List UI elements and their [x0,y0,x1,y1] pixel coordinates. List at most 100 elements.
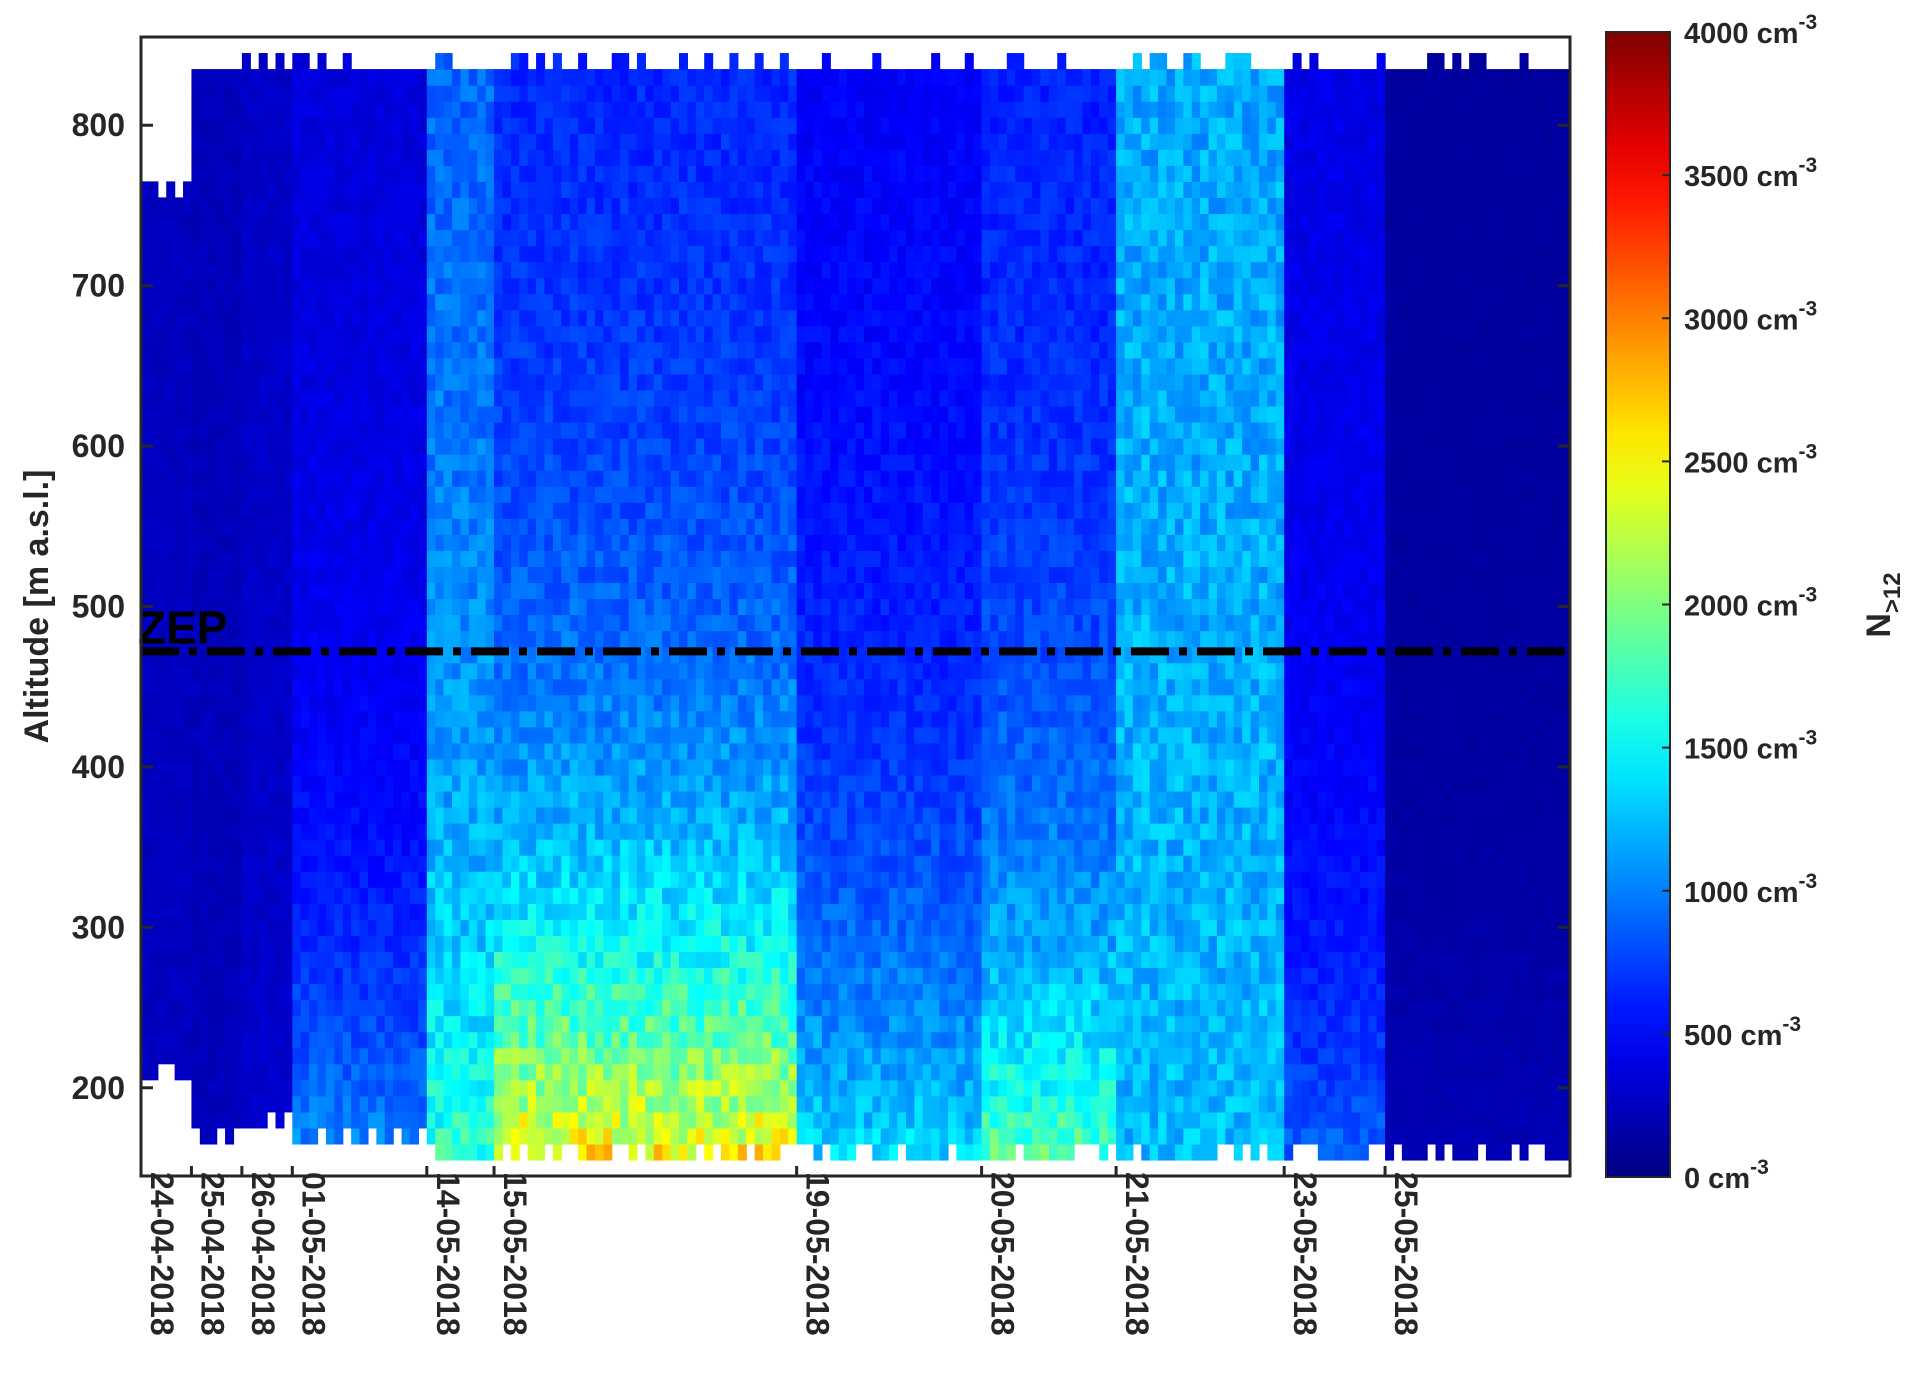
heatmap-cell [611,53,621,70]
heatmap-cell [628,662,638,680]
heatmap-cell [662,839,672,856]
heatmap-cell [216,726,226,744]
heatmap-cell [628,309,638,327]
heatmap-cell [468,871,478,888]
heatmap-cell [317,101,327,118]
heatmap-cell [494,373,504,391]
heatmap-cell [250,614,260,632]
heatmap-cell [586,438,596,455]
heatmap-cell [283,85,293,102]
heatmap-cell [241,149,251,166]
heatmap-cell [233,181,243,199]
heatmap-cell [645,117,655,134]
heatmap-cell [267,550,277,567]
heatmap-cell [754,309,764,327]
heatmap-cell [384,823,394,840]
heatmap-cell [519,101,529,118]
heatmap-cell [603,486,613,503]
heatmap-cell [653,165,663,182]
heatmap-cell [502,951,512,969]
heatmap-cell [510,1143,520,1161]
heatmap-cell [510,742,520,760]
heatmap-cell [216,261,226,279]
heatmap-cell [536,774,546,792]
heatmap-cell [460,758,470,776]
heatmap-cell [208,486,218,503]
heatmap-cell [561,582,571,600]
heatmap-cell [687,983,697,1001]
heatmap-cell [393,518,403,535]
heatmap-cell [225,454,235,471]
heatmap-cell [418,1015,428,1033]
heatmap-cell [721,69,731,86]
heatmap-cell [561,229,571,247]
heatmap-cell [721,823,731,840]
heatmap-cell [166,341,176,359]
heatmap-cell [729,405,739,423]
heatmap-cell [225,117,235,134]
heatmap-cell [746,582,756,600]
heatmap-cell [687,181,697,199]
heatmap-cell [628,518,638,535]
heatmap-cell [687,1111,697,1129]
heatmap-cell [737,1143,747,1161]
heatmap-cell [401,149,411,166]
heatmap-cell [485,341,495,359]
heatmap-cell [594,518,604,535]
heatmap-cell [678,1143,688,1161]
heatmap-cell [208,758,218,776]
heatmap-cell [586,470,596,487]
heatmap-cell [359,438,369,455]
heatmap-cell [704,85,714,102]
heatmap-cell [342,261,352,279]
heatmap-cell [704,646,714,664]
heatmap-cell [342,357,352,375]
heatmap-cell [502,919,512,936]
heatmap-cell [477,1127,487,1145]
heatmap-cell [384,919,394,936]
heatmap-cell [527,438,537,455]
heatmap-cell [519,438,529,455]
heatmap-cell [216,710,226,728]
heatmap-cell [351,1063,361,1081]
heatmap-cell [569,373,579,391]
heatmap-cell [578,823,588,840]
heatmap-cell [452,742,462,760]
heatmap-cell [704,582,714,600]
heatmap-cell [704,598,714,616]
heatmap-cell [309,1047,319,1065]
heatmap-cell [620,919,630,936]
heatmap-cell [418,550,428,567]
heatmap-cell [662,101,672,118]
heatmap-cell [141,983,151,1001]
heatmap-cell [342,325,352,343]
heatmap-cell [275,871,285,888]
heatmap-cell [594,790,604,808]
heatmap-cell [191,325,201,343]
heatmap-cell [426,534,436,551]
heatmap-cell [468,903,478,920]
heatmap-cell [250,229,260,247]
heatmap-cell [519,887,529,904]
heatmap-cell [636,293,646,311]
heatmap-cell [485,117,495,134]
heatmap-cell [704,662,714,680]
heatmap-cell [409,389,419,407]
heatmap-cell [578,726,588,744]
heatmap-cell [662,935,672,953]
heatmap-cell [393,758,403,776]
heatmap-cell [191,373,201,391]
heatmap-cell [519,742,529,760]
heatmap-cell [611,69,621,86]
heatmap-cell [241,999,251,1017]
heatmap-cell [653,389,663,407]
heatmap-cell [754,1111,764,1129]
heatmap-cell [578,373,588,391]
heatmap-cell [502,389,512,407]
heatmap-cell [620,261,630,279]
heatmap-cell [443,534,453,551]
heatmap-cell [586,1063,596,1081]
heatmap-cell [746,710,756,728]
heatmap-cell [409,293,419,311]
heatmap-cell [149,213,159,231]
